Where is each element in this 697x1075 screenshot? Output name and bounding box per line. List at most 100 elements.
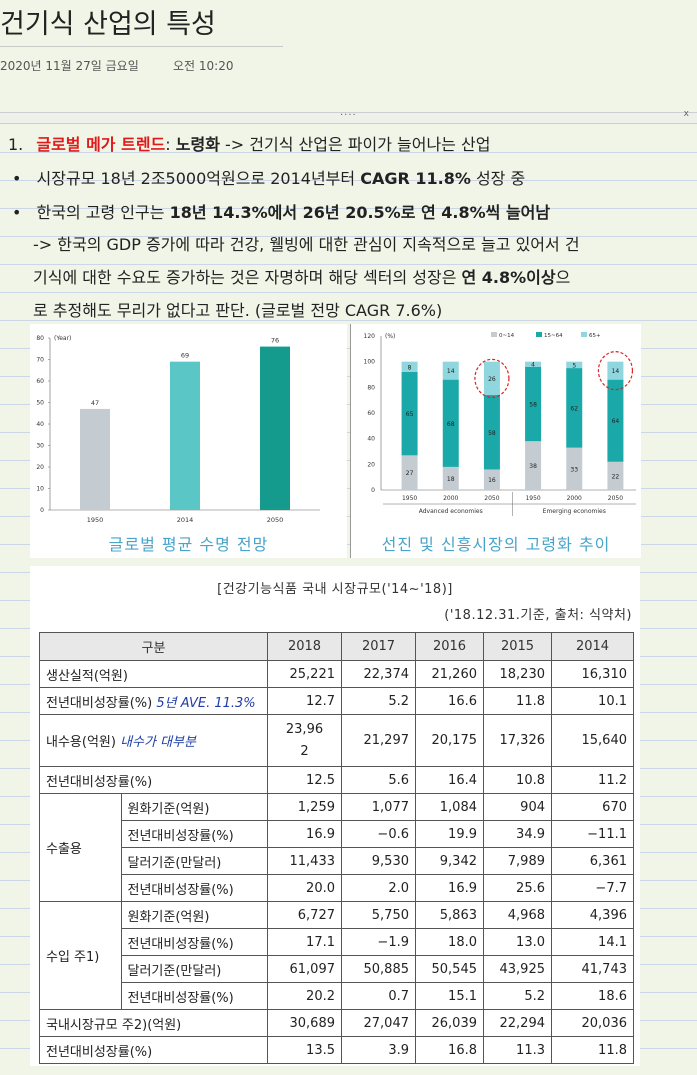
legend-swatch [536,332,542,337]
table-value-cell: 21,297 [341,714,416,767]
table-title: [건강기능식품 국내 시장규모('14~'18)] [217,582,453,597]
x-tick-label: 2014 [177,516,194,524]
bullet-item-1[interactable]: • 시장규모 18년 2조5000억원으로 2014년부터 CAGR 11.8%… [12,165,525,193]
table-row: 달러기준(만달러) 11,433 9,530 9,342 7,989 6,361 [40,847,634,875]
y-tick-label: 80 [367,384,375,391]
close-icon[interactable]: x [683,109,689,119]
market-size-table-image[interactable]: [건강기능식품 국내 시장규모('14~'18)] ('18.12.31.기준,… [30,566,640,1066]
group-label-cell: 수출용 [39,793,122,902]
table-value-cell: 41,743 [551,955,634,983]
group-label: Advanced economies [419,508,483,515]
page-title[interactable]: 건기식 산업의 특성 [0,9,216,40]
table-value-cell: 17.1 [267,928,342,956]
aging-trend-chart-image[interactable]: 120 100 80 60 40 20 0 (%) 0~14 15~64 65+ 27 65 8 1950 1… [350,324,641,558]
table-value-cell: −0.6 [341,820,416,848]
x-tick-label: 1950 [87,516,104,524]
y-tick-label: 60 [367,410,375,417]
table-value-cell: 6,727 [267,901,342,929]
chart-caption: 선진 및 신흥시장의 고령화 추이 [381,535,611,554]
table-value-cell: 5,863 [415,901,484,929]
table-value-cell: 10.1 [551,687,634,715]
container-handle[interactable]: .... x [0,107,697,124]
y-axis-label: (%) [385,333,395,340]
table-value-cell: 5,750 [341,901,416,929]
x-tick-label: 2050 [267,516,284,524]
table-value-cell: −7.7 [551,874,634,902]
row-label-cell: 생산실적(억원) [39,660,268,688]
table-value-cell: 27,047 [341,1009,416,1037]
table-value-cell: 25.6 [483,874,552,902]
row-label-cell: 원화기준(억원) [120,901,269,929]
table-value-cell: 50,545 [415,955,484,983]
bar-segment [483,469,500,490]
bullet-item-2[interactable]: • 한국의 고령 인구는 18년 14.3%에서 26년 20.5%로 연 4.… [12,199,550,227]
row-label-cell: 원화기준(억원) [120,793,269,821]
group-label-cell: 수입 주1) [39,901,122,1010]
container-drag-dots[interactable]: .... [340,107,357,118]
table-value-cell: 5.2 [483,982,552,1010]
table-value-cell: 20,175 [415,714,484,767]
legend-swatch [581,332,587,337]
colon-text: : [165,135,176,154]
bar-value-label: 69 [181,352,189,360]
table-value-cell: −1.9 [341,928,416,956]
bar-value-label: 47 [91,399,99,407]
y-tick-label: 10 [36,486,44,493]
segment-value-label: 14 [612,368,620,375]
group-label: Emerging economies [543,508,606,515]
table-header-cell: 2015 [483,632,552,661]
y-tick-label: 0 [371,487,375,494]
bar-segment [607,379,624,462]
segment-value-label: 4 [531,362,535,369]
table-value-cell: 61,097 [267,955,342,983]
table-value-cell: 904 [483,793,552,821]
paragraph-line-2[interactable]: 기식에 대한 수요도 증가하는 것은 자명하며 해당 섹터의 성장은 연 4.8… [33,264,570,292]
paragraph-line-3[interactable]: 로 추정해도 무리가 없다고 판단. (글로벌 전망 CAGR 7.6%) [33,301,443,320]
market-size-table: 구분 2018 2017 2016 2015 2014 생산실적(억원) 25,221 22,3… [39,632,634,1064]
highlight-circle [474,358,510,398]
list-number: 1. [8,135,24,154]
table-value-cell: 20,036 [551,1009,634,1037]
table-value-cell: 18.6 [551,982,634,1010]
table-row: 내수용(억원) 내수가 대부분 23,96 2 21,297 20,175 17,326… [39,714,634,767]
row-label-cell: 전년대비성장률(%) [120,874,269,902]
table-value-cell: 50,885 [341,955,416,983]
table-value-cell: 0.7 [341,982,416,1010]
aging-trend-chart: 120 100 80 60 40 20 0 (%) 0~14 15~64 65+ 27 65 8 1950 1… [364,332,636,516]
row-label-cell: 전년대비성장률(%) [39,766,268,794]
bar-segment [607,461,624,490]
list-item-1[interactable]: 1. 글로벌 메가 트렌드: 노령화 -> 건기식 산업은 파이가 늘어나는 산… [8,131,490,159]
row-label: 전년대비성장률(%) [46,695,153,711]
paragraph-line-1[interactable]: -> 한국의 GDP 증가에 따라 건강, 웰빙에 대한 관심이 지속적으로 늘… [33,235,580,254]
segment-value-label: 22 [612,473,620,480]
bar [260,346,290,510]
table-value-cell: 9,530 [341,847,416,875]
table-header-cell: 2014 [551,632,634,661]
life-expectancy-chart-image[interactable]: 80 70 60 50 40 30 20 10 0 (Year) 47 1950 69 2014 76 205… [30,324,347,558]
table-value-cell: 11.8 [483,687,552,715]
table-value-cell: 21,260 [415,660,484,688]
row-label-cell: 달러기준(만달러) [120,847,269,875]
bullet-text: 시장규모 18년 2조5000억원으로 2014년부터 [36,169,361,188]
table-value-cell: 25,221 [267,660,342,688]
table-value-cell: 16.9 [415,874,484,902]
bar-segment [401,361,418,372]
table-value-cell: 13.5 [267,1036,342,1064]
table-value-cell: 7,989 [483,847,552,875]
y-tick-label: 40 [367,436,375,443]
paragraph-bold-text: 연 4.8%이상 [461,268,556,287]
y-tick-label: 60 [36,378,44,385]
table-value-cell: 34.9 [483,820,552,848]
row-label: 전년대비성장률(%) [46,1044,153,1060]
bar-segment [566,368,583,448]
table-value-cell: 16.6 [415,687,484,715]
segment-value-label: 14 [447,368,455,375]
row-label: 국내시장규모 주2)(억원) [46,1017,182,1033]
y-tick-label: 70 [36,357,44,364]
table-value-cell: 10.8 [483,766,552,794]
title-underline [0,46,283,47]
paragraph-text: 기식에 대한 수요도 증가하는 것은 자명하며 해당 섹터의 성장은 [33,268,462,287]
table-row: 전년대비성장률(%) 12.5 5.6 16.4 10.8 11.2 [39,766,634,794]
row-label: 전년대비성장률(%) [46,774,153,790]
highlight-red-text: 글로벌 메가 트렌드 [36,135,166,154]
